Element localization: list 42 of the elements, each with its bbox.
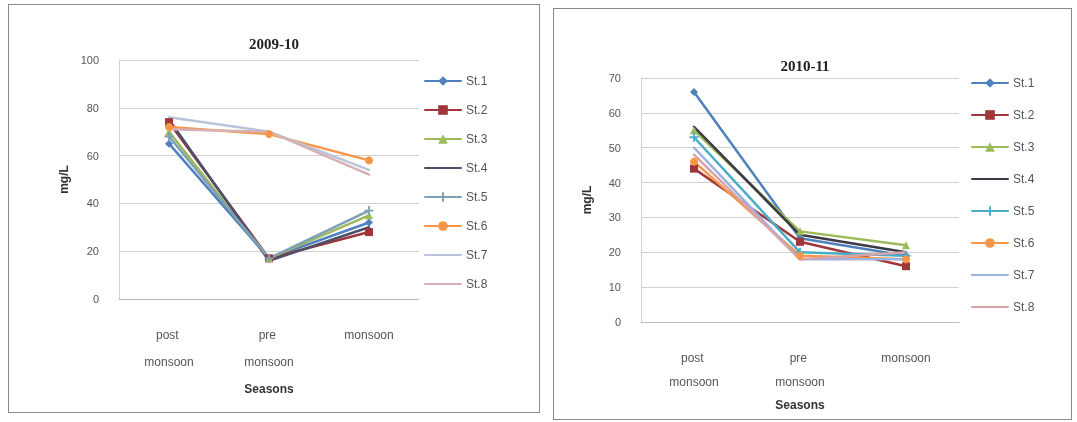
legend-label: St.8 <box>1013 300 1035 314</box>
legend-label: St.2 <box>1013 108 1035 122</box>
y-tick-label: 60 <box>608 106 621 119</box>
y-tick-label: 80 <box>86 101 99 114</box>
y-tick-label: 100 <box>80 54 99 66</box>
chart-title: 2009-10 <box>249 35 299 52</box>
y-tick-label: 30 <box>608 211 621 224</box>
y-tick-label: 70 <box>608 72 621 84</box>
y-tick-label: 40 <box>608 176 621 189</box>
legend-label: St.6 <box>466 219 488 233</box>
legend-label: St.6 <box>1013 236 1035 250</box>
x-tick-label: monsoon <box>881 351 931 365</box>
legend-label: St.1 <box>1013 76 1035 90</box>
legend-label: St.2 <box>466 103 488 117</box>
chart-title: 2010-11 <box>780 57 830 74</box>
x-tick-label: post monsoon <box>144 327 194 369</box>
legend-label: St.8 <box>466 277 488 291</box>
y-tick-label: 20 <box>608 246 621 259</box>
legend-label: St.4 <box>466 161 488 175</box>
x-tick-label: pre monsoon <box>775 351 825 389</box>
y-tick-label: 20 <box>86 245 99 258</box>
x-axis-title: Seasons <box>775 397 826 412</box>
y-axis-title: mg/L <box>580 185 594 215</box>
x-tick-label: pre monsoon <box>244 327 294 369</box>
x-tick-label: post monsoon <box>669 351 719 389</box>
legend-label: St.4 <box>1013 172 1035 186</box>
x-axis-title: Seasons <box>244 382 295 396</box>
legend-label: St.3 <box>466 132 488 146</box>
y-tick-label: 60 <box>86 149 99 162</box>
legend-label: St.1 <box>466 74 488 88</box>
y-tick-label: 10 <box>608 281 621 294</box>
legend-label: St.5 <box>1013 204 1035 218</box>
y-tick-label: 50 <box>608 141 621 154</box>
y-tick-label: 40 <box>86 197 99 210</box>
y-axis-title: mg/L <box>56 165 71 194</box>
legend-label: St.5 <box>466 190 488 204</box>
y-tick-label: 0 <box>92 293 99 305</box>
y-tick-label: 0 <box>614 316 621 328</box>
x-tick-label: monsoon <box>344 327 394 342</box>
legend-label: St.7 <box>466 248 488 262</box>
legend-label: St.3 <box>1013 140 1035 154</box>
legend-label: St.7 <box>1013 268 1035 282</box>
